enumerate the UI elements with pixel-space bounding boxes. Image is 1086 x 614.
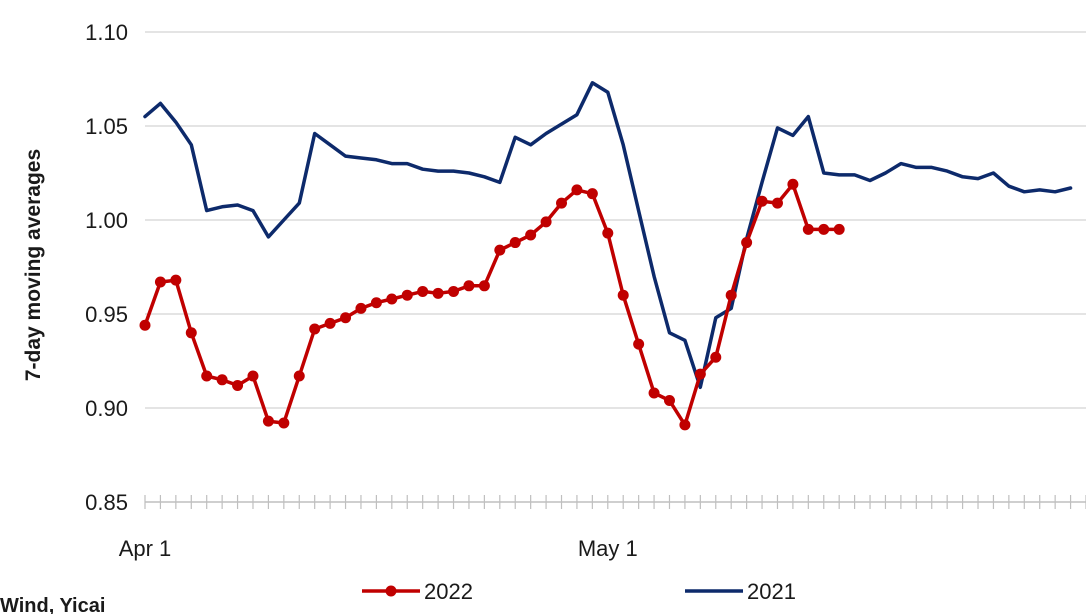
y-tick-label: 1.05 bbox=[85, 114, 128, 139]
data-point-2022 bbox=[448, 285, 460, 297]
data-point-2022 bbox=[571, 184, 583, 196]
series-2021 bbox=[143, 81, 1073, 390]
gridlines bbox=[145, 31, 1086, 409]
data-point-2022 bbox=[833, 223, 845, 235]
data-point-2022 bbox=[232, 379, 244, 391]
data-point-2022 bbox=[509, 237, 521, 249]
y-tick-label: 0.85 bbox=[85, 490, 128, 515]
data-point-2022 bbox=[787, 178, 799, 190]
data-point-2022 bbox=[355, 302, 367, 314]
data-point-2022 bbox=[556, 197, 568, 209]
data-point-2022 bbox=[262, 415, 274, 427]
data-point-2022 bbox=[340, 312, 352, 324]
legend-label-2021: 2021 bbox=[747, 579, 796, 604]
data-point-2022 bbox=[370, 297, 382, 309]
data-point-2022 bbox=[648, 387, 660, 399]
data-point-2022 bbox=[432, 287, 444, 299]
data-point-2022 bbox=[478, 280, 490, 292]
series-2022 bbox=[139, 178, 845, 431]
legend-item-2021: 2021 bbox=[685, 579, 796, 604]
series-line-2022 bbox=[143, 182, 841, 427]
source-label: Wind, Yicai bbox=[0, 595, 105, 614]
legend-marker-2022 bbox=[385, 585, 397, 597]
data-point-2022 bbox=[741, 237, 753, 249]
data-point-2022 bbox=[494, 244, 506, 256]
data-point-2022 bbox=[586, 188, 598, 200]
data-point-2022 bbox=[710, 351, 722, 363]
data-point-2022 bbox=[633, 338, 645, 350]
data-point-2022 bbox=[247, 370, 259, 382]
y-axis-tick-labels: 0.85 0.90 0.95 1.00 1.05 1.10 bbox=[85, 20, 128, 515]
data-point-2022 bbox=[154, 276, 166, 288]
data-point-2022 bbox=[463, 280, 475, 292]
data-point-2022 bbox=[663, 394, 675, 406]
x-tick-label: May 1 bbox=[578, 536, 638, 561]
data-point-2022 bbox=[540, 216, 552, 228]
data-point-2022 bbox=[216, 374, 228, 386]
data-point-2022 bbox=[293, 370, 305, 382]
data-point-2022 bbox=[756, 195, 768, 207]
y-tick-label: 1.00 bbox=[85, 208, 128, 233]
data-point-2022 bbox=[170, 274, 182, 286]
data-point-2022 bbox=[324, 317, 336, 329]
x-axis: Apr 1 May 1 bbox=[119, 495, 1086, 561]
y-tick-label: 0.95 bbox=[85, 302, 128, 327]
y-tick-label: 0.90 bbox=[85, 396, 128, 421]
legend: 2022 2021 bbox=[362, 579, 796, 604]
data-point-2022 bbox=[679, 419, 691, 431]
data-point-2022 bbox=[617, 289, 629, 301]
data-point-2022 bbox=[525, 229, 537, 241]
data-point-2022 bbox=[278, 417, 290, 429]
data-point-2022 bbox=[401, 289, 413, 301]
data-point-2022 bbox=[771, 197, 783, 209]
data-point-2022 bbox=[139, 319, 151, 331]
data-point-2022 bbox=[185, 327, 197, 339]
data-point-2022 bbox=[694, 368, 706, 380]
legend-label-2022: 2022 bbox=[424, 579, 473, 604]
data-point-2022 bbox=[309, 323, 321, 335]
series-line-2021 bbox=[143, 81, 1073, 390]
data-point-2022 bbox=[602, 227, 614, 239]
data-point-2022 bbox=[818, 223, 830, 235]
y-tick-label: 1.10 bbox=[85, 20, 128, 45]
data-point-2022 bbox=[725, 289, 737, 301]
data-point-2022 bbox=[417, 285, 429, 297]
data-point-2022 bbox=[201, 370, 213, 382]
data-point-2022 bbox=[802, 223, 814, 235]
y-axis-title: 7-day moving averages bbox=[22, 149, 45, 381]
data-point-2022 bbox=[386, 293, 398, 305]
x-tick-label: Apr 1 bbox=[119, 536, 172, 561]
legend-item-2022: 2022 bbox=[362, 579, 473, 604]
series-lines bbox=[139, 81, 1073, 431]
